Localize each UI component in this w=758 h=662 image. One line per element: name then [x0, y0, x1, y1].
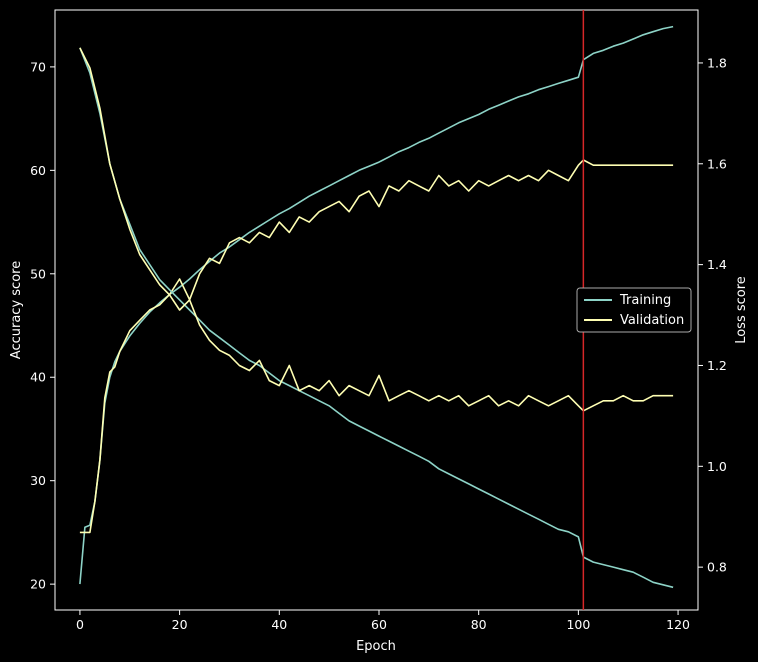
right-y-tick-label: 1.8 [707, 55, 727, 70]
legend-label-validation: Validation [620, 313, 684, 328]
x-axis-title: Epoch [356, 639, 396, 654]
series-line-training-accuracy [79, 25, 674, 585]
series-line-training-loss [79, 47, 674, 589]
left-y-tick-label: 40 [30, 370, 46, 385]
x-tick-label: 120 [666, 617, 690, 632]
left-y-tick-label: 60 [30, 163, 46, 178]
left-y-tick-label: 30 [30, 473, 46, 488]
plot-area [54, 9, 699, 611]
left-y-tick-label: 50 [30, 266, 46, 281]
x-tick-label: 60 [371, 617, 387, 632]
right-y-tick-label: 1.0 [707, 459, 727, 474]
left-y-axis-title: Accuracy score [9, 261, 24, 359]
left-y-tick-label: 20 [30, 577, 46, 592]
series-line-validation-loss [79, 47, 674, 412]
x-tick-label: 20 [172, 617, 188, 632]
left-y-tick-label: 70 [30, 59, 46, 74]
right-y-tick-label: 0.8 [707, 560, 727, 575]
right-y-tick-label: 1.6 [707, 156, 727, 171]
right-y-tick-label: 1.4 [707, 257, 727, 272]
right-y-axis-title: Loss score [734, 276, 749, 344]
x-tick-label: 0 [76, 617, 84, 632]
x-tick-label: 100 [566, 617, 590, 632]
series-line-validation-accuracy [79, 159, 674, 534]
x-tick-label: 80 [471, 617, 487, 632]
legend-label-training: Training [619, 293, 671, 308]
right-y-tick-label: 1.2 [707, 358, 727, 373]
ticks-layer: 0 20 40 60 80 100 120 20 30 40 50 60 70 0.8 1.0 1.2 1.4 1… [30, 55, 727, 632]
x-tick-label: 40 [271, 617, 287, 632]
legend: Training Validation [576, 287, 692, 333]
